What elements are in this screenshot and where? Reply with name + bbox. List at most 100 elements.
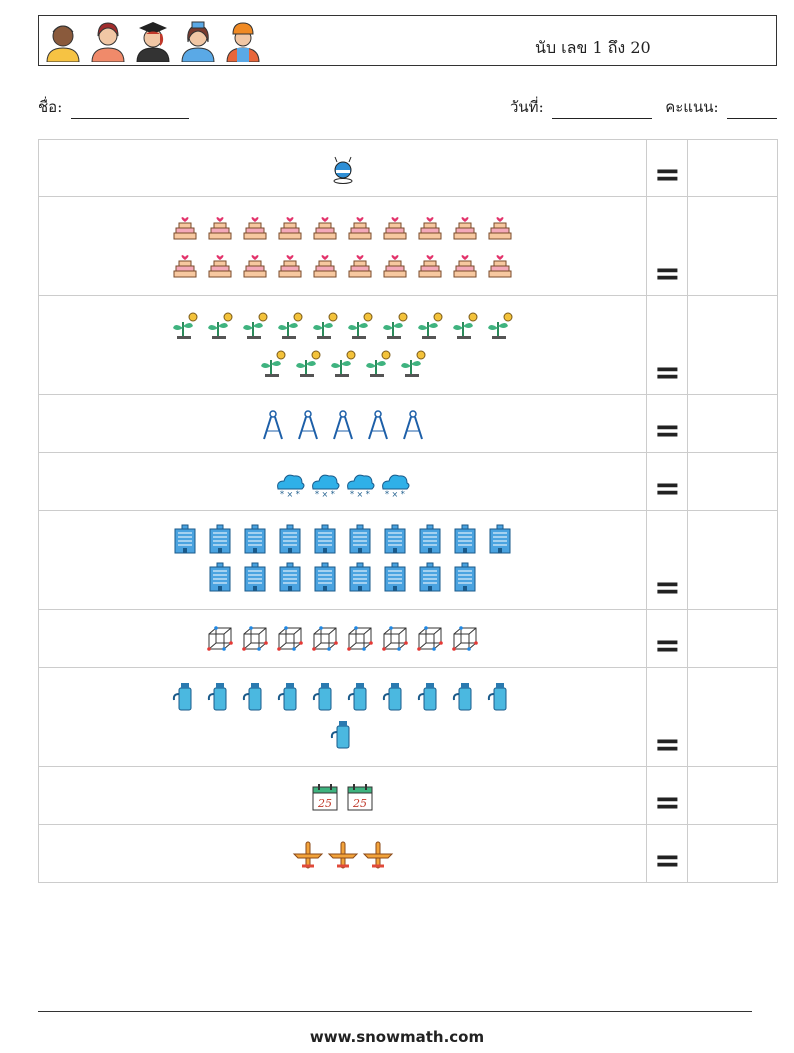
thermos-icon	[277, 683, 297, 711]
thermos-icon	[417, 683, 437, 711]
counting-row: 25 25 =	[38, 766, 778, 825]
building-icon	[279, 524, 301, 554]
plant-icon	[400, 350, 425, 377]
cake-icon	[173, 217, 197, 240]
answer-cell[interactable]	[688, 825, 777, 882]
counting-row: =	[38, 824, 778, 883]
worker-avatar-icon	[226, 22, 260, 62]
plant-icon	[418, 312, 443, 339]
icon-group	[39, 153, 646, 185]
airplane-icon	[292, 841, 323, 868]
cake-icon	[243, 255, 267, 278]
svg-text:* × *: * × *	[315, 490, 335, 499]
counting-row: =	[38, 295, 778, 395]
equals-sign: =	[654, 353, 681, 391]
building-icon	[419, 562, 441, 592]
man-avatar-icon	[46, 25, 80, 62]
cake-icon	[243, 217, 267, 240]
thermos-icon	[312, 683, 332, 711]
worksheet-title: นับ เลข 1 ถึง 20	[535, 38, 651, 57]
score-blank[interactable]	[727, 102, 778, 119]
equals-cell: =	[646, 610, 688, 667]
name-field: ชื่อ:	[38, 95, 190, 119]
icon-row: 25 25	[309, 781, 376, 813]
picture-cell: * × * * × * * × * * × *	[39, 453, 647, 510]
cake-icon	[453, 255, 477, 278]
cake-icon	[313, 255, 337, 278]
date-blank[interactable]	[552, 102, 653, 119]
picture-cell: 25 25	[39, 767, 647, 824]
plant-icon	[365, 350, 390, 377]
footer-url: www.snowmath.com	[309, 1028, 485, 1046]
equals-cell: =	[646, 140, 688, 196]
cake-icon	[383, 255, 407, 278]
cube-icon	[312, 625, 338, 651]
equals-cell: =	[646, 395, 688, 452]
picture-cell	[39, 140, 647, 196]
cake-icon	[453, 217, 477, 240]
answer-cell[interactable]	[688, 610, 777, 667]
equals-sign: =	[654, 783, 681, 821]
compass-icon	[297, 409, 318, 439]
counting-row: =	[38, 196, 778, 296]
cake-icon	[383, 217, 407, 240]
answer-cell[interactable]	[688, 395, 777, 452]
cube-icon	[242, 625, 268, 651]
icon-group	[39, 523, 646, 593]
answer-cell[interactable]	[688, 453, 777, 510]
thermos-icon	[382, 683, 402, 711]
icon-row	[327, 153, 359, 185]
icon-group	[39, 624, 646, 656]
calendar-day-text: 25	[352, 797, 367, 810]
cake-icon	[348, 217, 372, 240]
thermos-icon	[347, 683, 367, 711]
picture-cell	[39, 610, 647, 667]
building-icon	[454, 562, 476, 592]
cake-icon	[488, 255, 512, 278]
name-label: ชื่อ:	[38, 98, 63, 116]
icon-row	[257, 346, 429, 378]
cake-icon	[418, 217, 442, 240]
cake-icon	[278, 255, 302, 278]
svg-text:* × *: * × *	[385, 490, 405, 499]
answer-cell[interactable]	[688, 197, 777, 295]
icon-group	[39, 209, 646, 279]
counting-row: =	[38, 510, 778, 610]
picture-cell	[39, 197, 647, 295]
equals-cell: =	[646, 668, 688, 766]
footer-divider	[38, 1011, 752, 1012]
cake-icon	[173, 255, 197, 278]
counting-row: =	[38, 667, 778, 767]
answer-cell[interactable]	[688, 140, 777, 196]
name-blank[interactable]	[71, 102, 190, 119]
plant-icon	[348, 312, 373, 339]
score-label: คะแนน:	[665, 98, 719, 116]
icon-row	[169, 247, 516, 279]
answer-cell[interactable]	[688, 668, 777, 766]
icon-row	[169, 308, 516, 340]
cube-icon	[382, 625, 408, 651]
cake-icon	[278, 217, 302, 240]
icon-row	[169, 209, 516, 241]
equals-sign: =	[654, 411, 681, 449]
plant-icon	[383, 312, 408, 339]
snow-cloud-icon: * × *	[277, 474, 305, 499]
airplane-icon	[362, 841, 393, 868]
picture-cell	[39, 668, 647, 766]
icon-group	[39, 308, 646, 378]
counting-row: * × * * × * * × * * × * =	[38, 452, 778, 511]
building-icon	[419, 524, 441, 554]
answer-cell[interactable]	[688, 296, 777, 394]
icon-row	[257, 409, 429, 441]
equals-sign: =	[654, 725, 681, 763]
answer-cell[interactable]	[688, 767, 777, 824]
answer-cell[interactable]	[688, 511, 777, 609]
equals-sign: =	[654, 626, 681, 664]
icon-group	[39, 680, 646, 750]
plant-icon	[208, 312, 233, 339]
counting-row: =	[38, 609, 778, 668]
picture-cell	[39, 825, 647, 882]
equals-cell: =	[646, 197, 688, 295]
robot-icon	[333, 156, 352, 184]
equals-sign: =	[654, 568, 681, 606]
